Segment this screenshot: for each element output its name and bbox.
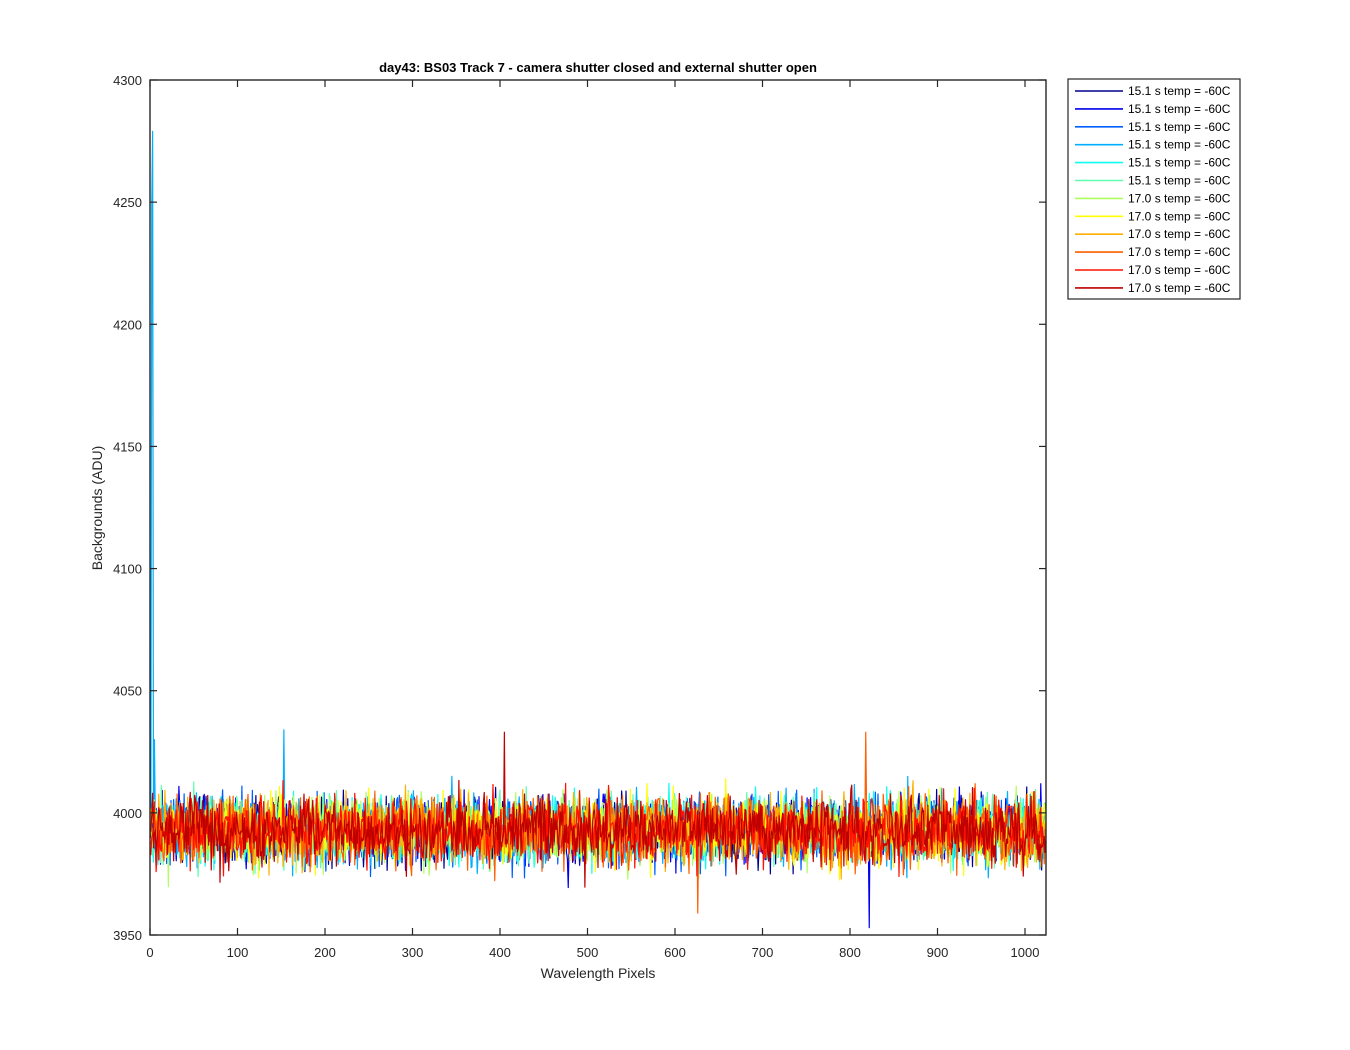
x-tick-label: 700 [752, 945, 774, 960]
y-axis-label: Backgrounds (ADU) [89, 446, 105, 571]
y-tick-label: 4050 [113, 684, 142, 699]
x-axis-label: Wavelength Pixels [541, 965, 656, 981]
legend-label: 15.1 s temp = -60C [1128, 138, 1231, 152]
x-axis: 0 100 200 300 400 500 600 700 800 900 1000 [146, 80, 1039, 960]
legend-label: 15.1 s temp = -60C [1128, 120, 1231, 134]
legend-label: 17.0 s temp = -60C [1128, 209, 1231, 223]
x-tick-label: 600 [664, 945, 686, 960]
y-tick-label: 4250 [113, 195, 142, 210]
y-tick-label: 4000 [113, 806, 142, 821]
chart-title: day43: BS03 Track 7 - camera shutter clo… [379, 60, 817, 75]
x-tick-label: 100 [227, 945, 249, 960]
x-tick-label: 300 [402, 945, 424, 960]
x-tick-label: 1000 [1011, 945, 1040, 960]
y-tick-label: 3950 [113, 928, 142, 943]
legend-label: 17.0 s temp = -60C [1128, 191, 1231, 205]
series-layer [150, 130, 1046, 929]
series-line [150, 731, 1046, 888]
y-axis: 3950 4000 4050 4100 4150 4200 4250 4300 [113, 73, 1046, 943]
x-tick-label: 800 [839, 945, 861, 960]
x-tick-label: 0 [146, 945, 153, 960]
y-tick-label: 4200 [113, 317, 142, 332]
legend: 15.1 s temp = -60C 15.1 s temp = -60C 15.1… [1067, 78, 1241, 300]
y-tick-label: 4300 [113, 73, 142, 88]
legend-box [1067, 78, 1241, 300]
plot-area [150, 80, 1046, 935]
y-tick-label: 4150 [113, 439, 142, 454]
legend-label: 15.1 s temp = -60C [1128, 156, 1231, 170]
legend-label: 17.0 s temp = -60C [1128, 263, 1231, 277]
legend-label: 15.1 s temp = -60C [1128, 174, 1231, 188]
legend-label: 17.0 s temp = -60C [1128, 281, 1231, 295]
legend-label: 15.1 s temp = -60C [1128, 102, 1231, 116]
legend-label: 17.0 s temp = -60C [1128, 227, 1231, 241]
x-tick-label: 400 [489, 945, 511, 960]
x-tick-label: 900 [927, 945, 949, 960]
legend-label: 15.1 s temp = -60C [1128, 84, 1231, 98]
x-tick-label: 200 [314, 945, 336, 960]
y-tick-label: 4100 [113, 562, 142, 577]
plot-frame [149, 79, 1047, 936]
x-tick-label: 500 [577, 945, 599, 960]
legend-label: 17.0 s temp = -60C [1128, 245, 1231, 259]
